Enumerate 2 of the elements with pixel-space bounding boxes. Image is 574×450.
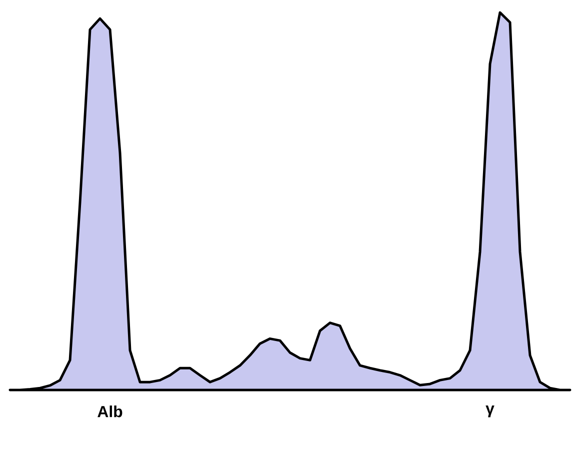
x-tick-label: Alb [98,406,122,418]
x-tick-label: γ [486,406,494,418]
